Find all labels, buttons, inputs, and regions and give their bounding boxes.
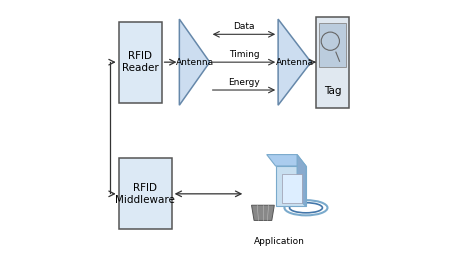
- Text: RFID
Middleware: RFID Middleware: [115, 183, 175, 205]
- Polygon shape: [278, 19, 310, 105]
- Text: RFID
Reader: RFID Reader: [122, 51, 158, 73]
- Text: Energy: Energy: [228, 78, 259, 87]
- Text: Tag: Tag: [323, 86, 341, 96]
- Text: Application: Application: [253, 237, 304, 246]
- Text: Timing: Timing: [228, 50, 259, 59]
- FancyBboxPatch shape: [118, 22, 161, 103]
- Text: Antenna: Antenna: [275, 58, 313, 67]
- Polygon shape: [179, 19, 209, 105]
- Polygon shape: [266, 155, 305, 166]
- FancyBboxPatch shape: [118, 158, 171, 229]
- Polygon shape: [251, 205, 274, 220]
- FancyBboxPatch shape: [315, 17, 348, 108]
- Polygon shape: [281, 174, 302, 203]
- Text: Data: Data: [233, 22, 254, 31]
- Polygon shape: [275, 166, 305, 207]
- Polygon shape: [297, 155, 305, 207]
- Text: Antenna: Antenna: [175, 58, 213, 67]
- FancyBboxPatch shape: [318, 23, 346, 67]
